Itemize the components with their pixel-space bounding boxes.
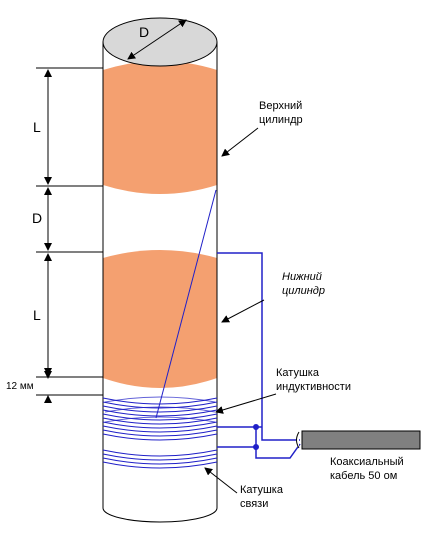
coupling-coil-line1: Катушка [240,484,284,496]
callout-arrows [204,127,277,494]
coax-cable-line1: Коаксиальный [330,456,404,468]
inductance-coil-callout: Катушка индуктивности [276,367,351,393]
lower-length-label: L [33,307,41,323]
upper-cylinder-line2: цилиндр [259,114,303,126]
junction-dot-lower [253,444,259,450]
coax-cable-line2: кабель 50 ом [330,470,397,482]
gap-label: D [32,210,42,226]
coax-cable [301,430,421,450]
upper-cylinder [103,61,217,194]
dimension-lines [36,67,103,403]
upper-cylinder-callout: Верхний цилиндр [259,100,305,126]
upper-length-label: L [33,119,41,135]
inductance-coil [102,396,218,441]
coupling-coil [102,449,218,469]
inductance-coil-line1: Катушка [276,367,320,379]
tube-top-cap [102,17,218,67]
junction-dot-upper [253,424,259,430]
coupling-coil-line2: связи [240,498,268,510]
inductance-coil-line2: индуктивности [276,381,351,393]
upper-cylinder-line1: Верхний [259,100,302,112]
coupling-coil-callout: Катушка связи [240,484,286,510]
lower-cylinder-callout: Нижний цилиндр [282,271,325,297]
diameter-label: D [139,24,149,40]
upper-cylinder-wire [155,189,217,419]
coax-connector [296,431,300,449]
lower-cylinder-line1: Нижний [282,271,322,283]
coil-offset-label: 12 мм [6,381,34,392]
coax-cable-callout: Коаксиальный кабель 50 ом [330,456,407,482]
diameter-arrow [127,19,187,60]
lower-cylinder-line2: цилиндр [282,285,325,297]
lower-cylinder [103,250,217,388]
